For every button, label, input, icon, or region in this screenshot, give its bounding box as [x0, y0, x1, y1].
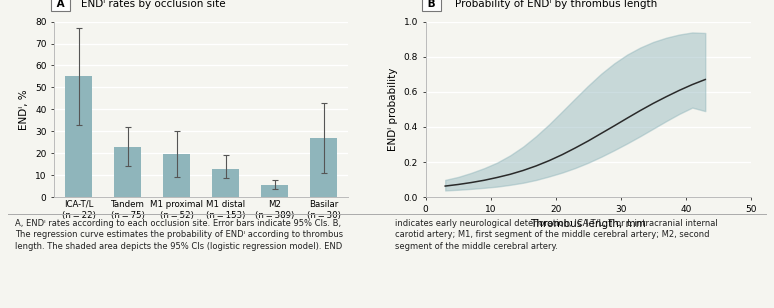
Text: Probability of ENDᴵ by thrombus length: Probability of ENDᴵ by thrombus length: [455, 0, 657, 9]
Bar: [163, 154, 190, 197]
Y-axis label: ENDᴵ probability: ENDᴵ probability: [388, 68, 398, 151]
Text: B: B: [424, 0, 440, 9]
X-axis label: Thrombus length, mm: Thrombus length, mm: [530, 219, 646, 229]
Bar: [65, 76, 92, 197]
Text: ENDᴵ rates by occlusion site: ENDᴵ rates by occlusion site: [80, 0, 225, 9]
Bar: [262, 185, 288, 197]
Bar: [115, 147, 141, 197]
Text: indicates early neurological deterioration; ICA-T/L, T or L intracranial interna: indicates early neurological deteriorati…: [395, 219, 717, 251]
Y-axis label: ENDᴵ, %: ENDᴵ, %: [19, 89, 29, 130]
Bar: [212, 168, 239, 197]
Bar: [310, 138, 337, 197]
Text: A: A: [53, 0, 68, 9]
Text: A, ENDᴵ rates according to each occlusion site. Error bars indicate 95% CIs. B,
: A, ENDᴵ rates according to each occlusio…: [15, 219, 344, 251]
